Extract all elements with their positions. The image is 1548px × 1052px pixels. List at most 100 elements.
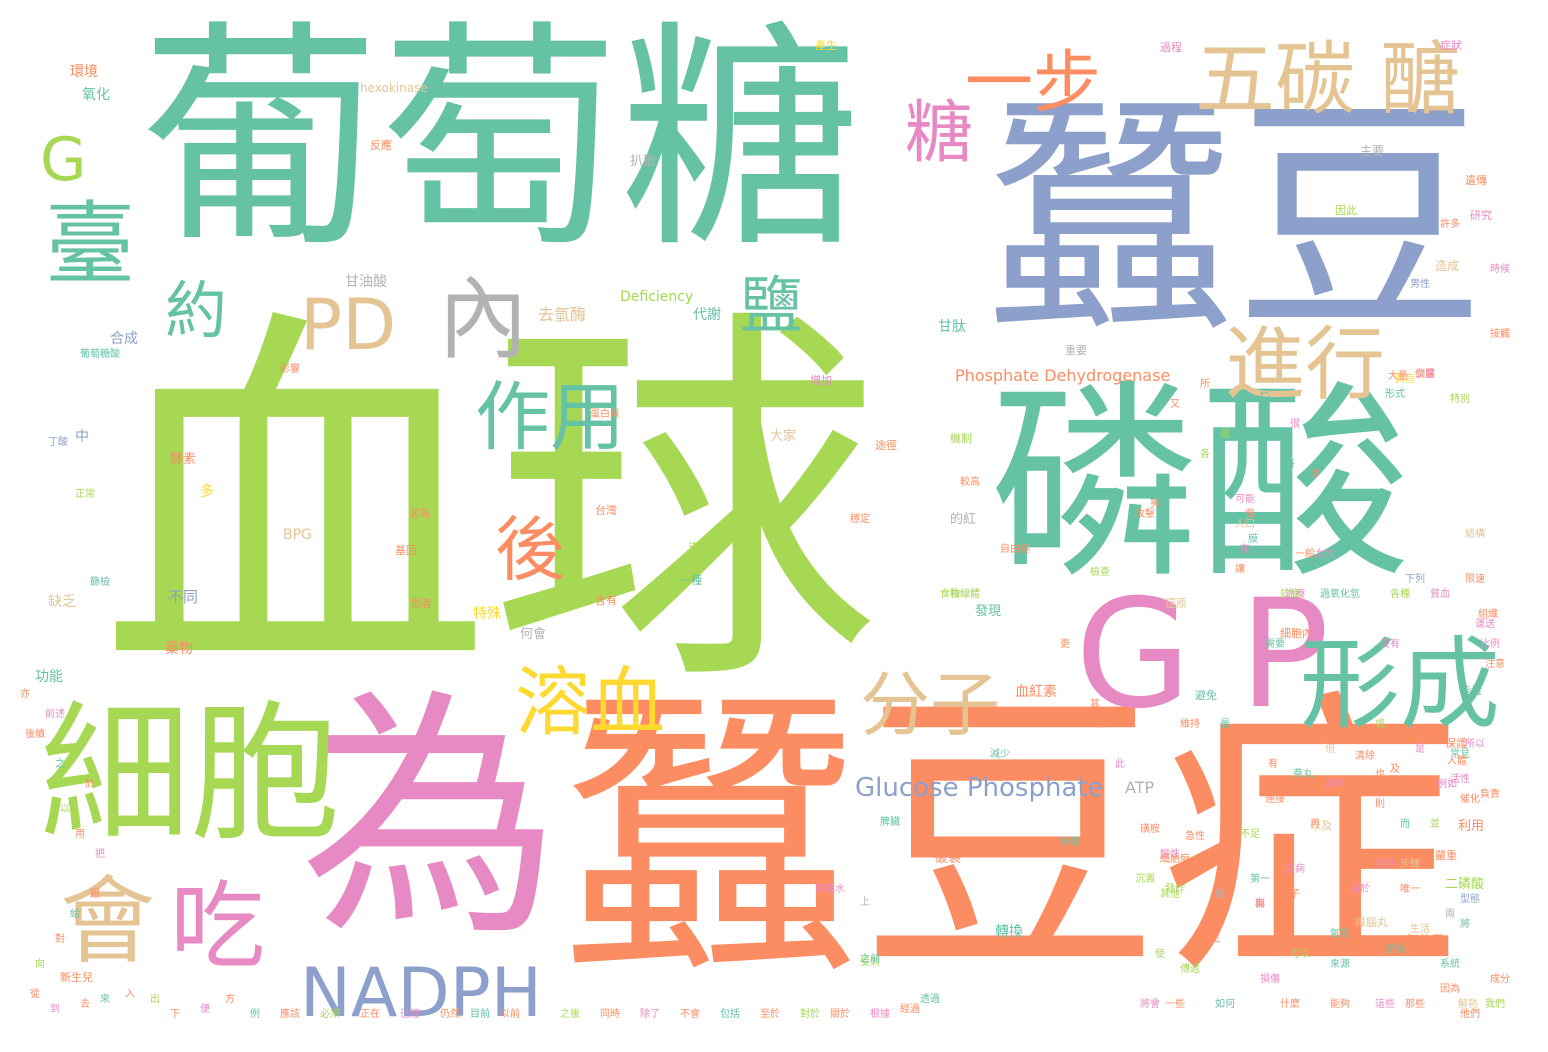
word-cloud-word: 功能 [35,669,63,685]
word-cloud-word: 運送 [1475,619,1495,630]
word-cloud-word: 丁酸 [48,437,68,448]
word-cloud-word: 扒散 [630,154,657,169]
word-cloud-word: 容易 [410,509,430,520]
word-cloud-word: 氧分子 [1405,934,1445,949]
word-cloud-word: NADPH [300,954,542,1033]
word-cloud-word: 脾臟 [880,817,900,828]
word-cloud-word: 受到 [860,957,880,968]
word-cloud-word: 過氧化氫 [1320,589,1360,600]
word-cloud-word: 第一 [1250,874,1270,885]
word-cloud-word: 負責 [1480,789,1500,800]
word-cloud-word: 生活 [1410,924,1430,935]
word-cloud-word: 常見 [1450,749,1470,760]
word-cloud-word: 檢查 [1090,567,1110,578]
word-cloud-word: 後 [495,509,565,591]
word-cloud-word: 葡萄糖 [140,0,861,280]
word-cloud-word: 粒線體 [950,589,980,600]
word-cloud-word: Glucose Phosphate [855,773,1104,803]
word-cloud-word: 細胞膜 [1160,854,1190,865]
word-cloud-word: 細胞 [40,688,341,862]
word-cloud-word: 患者 [410,597,432,610]
word-cloud-word: 能夠 [1330,999,1350,1010]
word-cloud-word: 人口 [1235,519,1255,530]
word-cloud-word: 膜 [1248,534,1258,545]
word-cloud-word: 個體 [1415,369,1435,380]
word-cloud-word: 來源 [1330,959,1350,970]
word-cloud-word: 破裂 [935,851,962,866]
word-cloud-word: 萘丸 [1293,769,1313,780]
word-cloud-word: 還原 [1165,597,1187,610]
word-cloud-word: 必須 [320,1009,340,1020]
word-cloud-word: 轉換 [995,924,1023,940]
word-cloud-word: 則 [1375,799,1385,810]
word-cloud-word: 傳遞 [1180,964,1200,975]
word-cloud-word: 正在 [360,1009,380,1020]
word-cloud-word: 應該 [280,1009,300,1020]
word-cloud-word: 用 [75,829,85,840]
word-cloud-word: 氧化 [82,87,110,103]
word-cloud-word: 給 [70,909,80,920]
word-cloud-word: 於 [85,779,95,790]
word-cloud-word: 個 [1215,889,1225,900]
word-cloud-word: 該 [1095,719,1105,730]
word-cloud-word: 是 [1415,744,1425,755]
word-cloud-word: 被 [1150,494,1160,505]
word-cloud-word: 除了 [640,1009,660,1020]
word-cloud-word: 出 [150,994,160,1005]
word-cloud-word: 保護 [1445,737,1467,750]
word-cloud-word: 蠶豆症 [560,665,1460,1014]
word-cloud-word: 女性 [1315,549,1335,560]
word-cloud-word: 新生兒 [60,971,93,984]
word-cloud-word: 何會 [520,627,547,642]
word-cloud-word: 各種 [1390,589,1410,600]
word-cloud-word: 清除 [1355,751,1375,762]
word-cloud-word: 以前 [500,1009,520,1020]
word-cloud-word: 提供 [1375,859,1395,870]
word-cloud-word: 抗瘧 [1280,589,1300,600]
word-cloud-word: 研究 [1470,209,1492,222]
word-cloud-word: 更 [1060,639,1070,650]
word-cloud-word: 特殊 [473,606,501,622]
word-cloud-word: 連接 [1265,794,1285,805]
word-cloud-word: 藥物 [165,641,193,657]
word-cloud-word: 分子 [860,664,1000,746]
word-cloud-word: 所以 [1465,739,1485,750]
word-cloud-word: 造成 [1435,259,1460,273]
word-cloud-word: 之後 [560,1009,580,1020]
word-cloud-word: 這些 [1375,999,1395,1010]
word-cloud-word: 血球 [100,278,880,732]
word-cloud-word: 含有 [595,594,617,607]
word-cloud-word: 對於 [800,1009,820,1020]
word-cloud-word: Phosphate Dehydrogenase [955,366,1171,385]
word-cloud-word: 經過 [900,1004,920,1015]
word-cloud-word: 治療 [1285,589,1305,600]
word-cloud-word: 環境 [70,64,98,80]
word-cloud-word: 可能 [1235,494,1255,505]
word-cloud-word: 以 [60,804,70,815]
word-cloud-word: 也 [1375,769,1385,780]
word-cloud-word: 什麼 [1280,999,1300,1010]
word-cloud-word: 電子 [1280,889,1300,900]
word-cloud-word: 能量 [1460,684,1482,697]
word-cloud-word: 的紅 [950,512,977,527]
word-cloud-word: 會 [60,867,156,977]
word-cloud-word: 五碳 醣 [1195,33,1461,126]
word-cloud-word: 前述 [45,709,65,720]
word-cloud-word: 維持 [1180,719,1200,730]
word-cloud-word: 由於 [1350,884,1370,895]
word-cloud-word: 基因 [395,544,417,557]
word-cloud-word: 攻擊 [1135,509,1155,520]
word-cloud-word: 在 [1240,544,1250,555]
word-cloud-word: 仍然 [440,1009,460,1020]
word-cloud-word: 他們 [1460,1009,1480,1020]
word-cloud-word: 穩定 [850,514,870,525]
word-cloud-word: 避免 [1195,689,1217,702]
word-cloud-word: 還 [1220,429,1230,440]
word-cloud-word: 途徑 [875,439,897,452]
word-cloud-word: 發作 [1165,884,1185,895]
word-cloud-word: 甘油酸 [345,274,387,290]
word-cloud-word: 例如 [1437,779,1457,790]
word-cloud-word: 之 [55,759,65,770]
word-cloud-word: 吃 [170,872,266,982]
word-cloud-word: 亦 [20,689,30,700]
